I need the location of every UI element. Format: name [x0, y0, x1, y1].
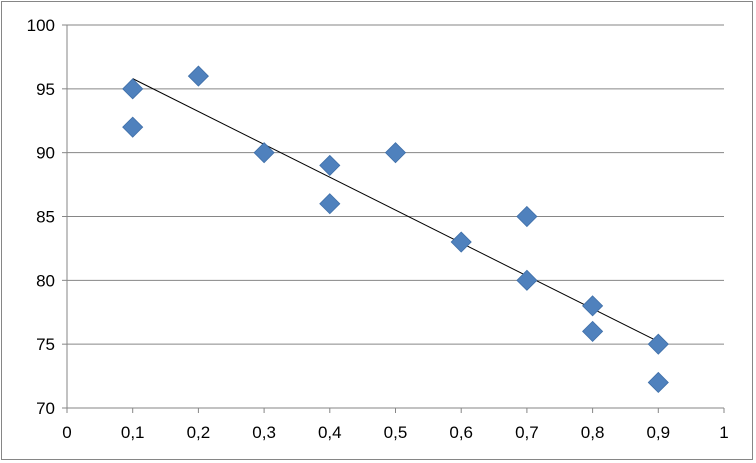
x-tick-label: 0,4 [318, 423, 342, 442]
x-tick-label: 0,7 [515, 423, 539, 442]
y-tick-label: 75 [36, 335, 55, 354]
x-tick-label: 0,8 [581, 423, 605, 442]
data-point [319, 193, 341, 215]
data-point [122, 116, 144, 138]
gridlines [67, 24, 724, 409]
tick-labels: 70 75 80 85 90 95 100 0 0,1 0,2 0,3 0,4 0,5 0,6 0,7 0,8… [27, 16, 729, 442]
y-tick-label: 100 [27, 16, 55, 35]
data-point [253, 142, 275, 164]
data-point [647, 371, 669, 394]
data-point [450, 231, 472, 253]
y-tick-label: 70 [36, 399, 55, 418]
data-point [516, 269, 538, 291]
data-point [516, 205, 538, 228]
y-tick-label: 95 [36, 80, 55, 99]
data-point [582, 295, 604, 317]
axes [62, 24, 725, 413]
trendline-layer [132, 78, 659, 343]
data-point [384, 142, 407, 164]
x-tick-label: 0,9 [646, 423, 670, 442]
x-tick-label: 0,6 [449, 423, 473, 442]
data-point [582, 320, 604, 342]
x-tick-label: 0,1 [121, 423, 145, 442]
data-point [122, 78, 144, 100]
y-tick-label: 90 [36, 144, 55, 163]
x-tick-label: 0,3 [252, 423, 276, 442]
data-point [187, 65, 209, 87]
data-point [647, 333, 669, 355]
data-point [319, 154, 341, 176]
y-tick-label: 80 [36, 271, 55, 290]
y-tick-label: 85 [36, 208, 55, 227]
x-tick-label: 1 [719, 423, 728, 442]
data-points [122, 65, 669, 394]
trendline [132, 78, 659, 343]
x-tick-label: 0 [62, 423, 71, 442]
x-tick-label: 0,5 [384, 423, 408, 442]
x-tick-label: 0,2 [187, 423, 211, 442]
